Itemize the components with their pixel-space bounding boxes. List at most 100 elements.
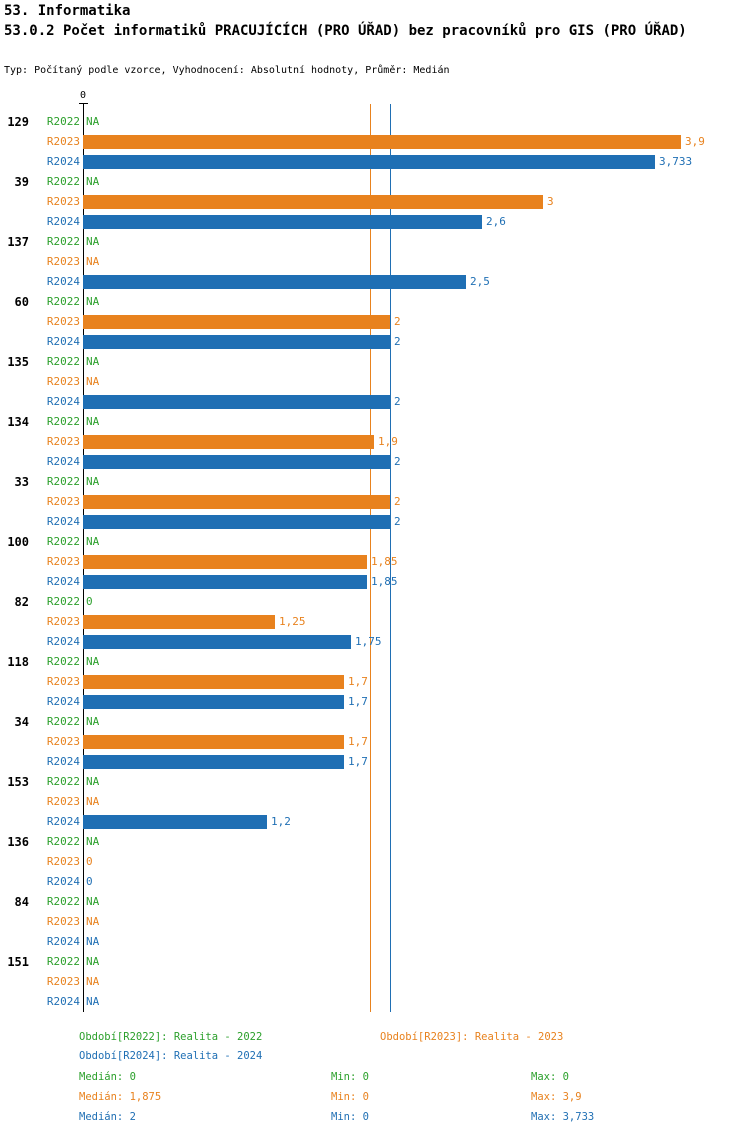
chart-row: R2024 2 — [0, 452, 750, 472]
bar-value-label: 1,7 — [348, 755, 368, 768]
bar-value-label: NA — [86, 355, 100, 368]
group-id-label: 129 — [7, 115, 29, 129]
bar-value-label: NA — [86, 795, 100, 808]
series-row-label: R2024 — [46, 395, 80, 408]
series-row-label: R2023 — [46, 315, 80, 328]
bar — [83, 735, 344, 749]
series-row-label: R2024 — [46, 635, 80, 648]
group-id-label: 84 — [14, 895, 29, 909]
bar — [83, 395, 390, 409]
chart-row: 39 R2022 NA — [0, 172, 750, 192]
group-id-label: 100 — [7, 535, 29, 549]
bar-value-label: 1,9 — [378, 435, 398, 448]
chart-row: 137 R2022 NA — [0, 232, 750, 252]
series-row-label: R2024 — [46, 995, 80, 1008]
bar-value-label: NA — [86, 915, 100, 928]
chart-row: 82 R2022 0 — [0, 592, 750, 612]
chart-row: 136 R2022 NA — [0, 832, 750, 852]
bar-value-label: 2,6 — [486, 215, 506, 228]
series-row-label: R2024 — [46, 755, 80, 768]
chart-row: R2024 NA — [0, 932, 750, 952]
series-row-label: R2023 — [46, 855, 80, 868]
bar — [83, 155, 655, 169]
stat-min-r2023: Min: 0 — [331, 1091, 369, 1103]
bar-value-label: NA — [86, 895, 100, 908]
bar-value-label: NA — [86, 115, 100, 128]
series-row-label: R2024 — [46, 335, 80, 348]
bar-value-label: 2 — [394, 315, 401, 328]
series-row-label: R2023 — [46, 915, 80, 928]
bar-value-label: 1,7 — [348, 695, 368, 708]
chart-row: 129 R2022 NA — [0, 112, 750, 132]
bar-value-label: NA — [86, 655, 100, 668]
bar — [83, 215, 482, 229]
series-row-label: R2024 — [46, 155, 80, 168]
chart-area: 0 129 R2022 NA R2023 3,9 R2024 3,733 39 R2022 NA R… — [0, 90, 750, 1028]
median-reference-line-r2023 — [370, 104, 371, 1012]
chart-title: 53.0.2 Počet informatiků PRACUJÍCÍCH (PR… — [4, 23, 687, 39]
bar-value-label: 3 — [547, 195, 554, 208]
legend: Období[R2022]: Realita - 2022 Období[R20… — [0, 1028, 750, 1134]
chart-row: R2023 1,7 — [0, 672, 750, 692]
bar-value-label: 2 — [394, 495, 401, 508]
series-row-label: R2023 — [46, 555, 80, 568]
chart-row: R2024 3,733 — [0, 152, 750, 172]
series-row-label: R2023 — [46, 675, 80, 688]
bar-value-label: 0 — [86, 875, 93, 888]
chart-row: 134 R2022 NA — [0, 412, 750, 432]
axis-zero-tick-label: 0 — [79, 90, 87, 101]
chart-row: R2024 1,85 — [0, 572, 750, 592]
chart-row: R2023 3 — [0, 192, 750, 212]
bar — [83, 615, 275, 629]
series-row-label: R2022 — [46, 895, 80, 908]
series-row-label: R2023 — [46, 255, 80, 268]
series-row-label: R2022 — [46, 175, 80, 188]
bar — [83, 315, 390, 329]
chart-row: R2023 NA — [0, 792, 750, 812]
bar — [83, 335, 390, 349]
bar-value-label: 1,7 — [348, 735, 368, 748]
bar — [83, 555, 367, 569]
series-row-label: R2022 — [46, 775, 80, 788]
group-id-label: 33 — [14, 475, 29, 489]
group-id-label: 39 — [14, 175, 29, 189]
chart-row: R2023 NA — [0, 252, 750, 272]
chart-row: R2023 1,25 — [0, 612, 750, 632]
group-id-label: 136 — [7, 835, 29, 849]
bar-value-label: NA — [86, 535, 100, 548]
chart-row: R2023 2 — [0, 312, 750, 332]
axis-zero-tickmark — [79, 103, 88, 104]
bar-value-label: 2 — [394, 335, 401, 348]
group-id-label: 82 — [14, 595, 29, 609]
series-row-label: R2022 — [46, 475, 80, 488]
series-row-label: R2022 — [46, 655, 80, 668]
chart-subtitle: Typ: Počítaný podle vzorce, Vyhodnocení:… — [4, 65, 450, 76]
series-row-label: R2022 — [46, 115, 80, 128]
chart-row: R2023 1,7 — [0, 732, 750, 752]
bar-value-label: 1,85 — [371, 555, 398, 568]
series-row-label: R2023 — [46, 375, 80, 388]
series-row-label: R2023 — [46, 735, 80, 748]
chart-row: R2024 2 — [0, 392, 750, 412]
bar-value-label: 1,75 — [355, 635, 382, 648]
stat-max-r2024: Max: 3,733 — [531, 1111, 595, 1123]
stat-max-r2022: Max: 0 — [531, 1071, 569, 1083]
series-row-label: R2024 — [46, 695, 80, 708]
bar-value-label: NA — [86, 475, 100, 488]
bar-value-label: NA — [86, 295, 100, 308]
series-row-label: R2022 — [46, 355, 80, 368]
chart-row: 60 R2022 NA — [0, 292, 750, 312]
bar-value-label: NA — [86, 175, 100, 188]
group-id-label: 34 — [14, 715, 29, 729]
series-row-label: R2023 — [46, 975, 80, 988]
chart-row: 118 R2022 NA — [0, 652, 750, 672]
bar — [83, 195, 543, 209]
series-row-label: R2022 — [46, 595, 80, 608]
chart-row: 153 R2022 NA — [0, 772, 750, 792]
series-row-label: R2024 — [46, 935, 80, 948]
bar — [83, 495, 390, 509]
bar-value-label: NA — [86, 975, 100, 988]
bar-value-label: NA — [86, 235, 100, 248]
bar — [83, 455, 390, 469]
bar-value-label: NA — [86, 775, 100, 788]
